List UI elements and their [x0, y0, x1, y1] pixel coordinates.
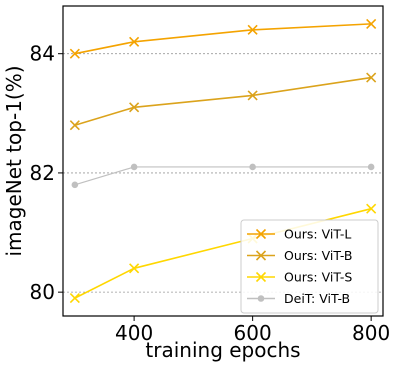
- legend: Ours: ViT-L Ours: ViT-B Ours: ViT-S DeiT: V…: [240, 219, 379, 314]
- data-point-1-0: [69, 120, 80, 131]
- data-point-2-3: [366, 203, 377, 214]
- data-point-3-0: [71, 181, 79, 189]
- legend-label-0: Ours: ViT-L: [284, 227, 351, 242]
- legend-swatch-marker-0: [255, 228, 267, 240]
- legend-label-3: DeiT: ViT-B: [284, 291, 350, 306]
- series-1: [69, 72, 377, 131]
- legend-label-1: Ours: ViT-B: [284, 248, 352, 263]
- y-tick-label-2: 84: [30, 42, 55, 66]
- series-3: [71, 163, 375, 189]
- data-point-0-0: [69, 48, 80, 59]
- axis-ticks: 80 82 84 400 600 800: [30, 42, 391, 345]
- data-point-3-2: [249, 163, 256, 171]
- series-line-0: [74, 23, 372, 55]
- data-point-1-2: [247, 90, 258, 101]
- legend-item-1: Ours: ViT-B: [247, 248, 352, 263]
- series-layer: [69, 18, 377, 304]
- data-point-3-1: [130, 163, 138, 171]
- data-point-0-3: [366, 18, 377, 29]
- legend-swatch-marker-2: [255, 271, 267, 283]
- y-axis-label: imageNet top-1(%): [2, 65, 26, 256]
- legend-swatch-marker-3: [257, 295, 265, 302]
- series-line-3: [74, 166, 372, 186]
- x-tick-label-0: 400: [115, 321, 153, 345]
- plot-frame: [62, 5, 384, 317]
- legend-label-2: Ours: ViT-S: [284, 270, 352, 285]
- series-line-1: [74, 76, 372, 126]
- data-point-0-2: [247, 24, 258, 35]
- data-point-2-0: [69, 293, 80, 304]
- legend-item-2: Ours: ViT-S: [247, 270, 352, 285]
- legend-box: [240, 219, 379, 314]
- y-tick-label-0: 80: [30, 280, 55, 304]
- x-axis-label: training epochs: [145, 338, 300, 362]
- y-tick-label-1: 82: [30, 161, 55, 185]
- legend-item-0: Ours: ViT-L: [247, 227, 351, 242]
- data-point-0-1: [129, 36, 140, 47]
- data-point-1-3: [366, 72, 377, 83]
- data-point-1-1: [129, 102, 140, 113]
- series-0: [69, 18, 377, 59]
- legend-item-3: DeiT: ViT-B: [247, 291, 350, 306]
- data-point-2-1: [129, 263, 140, 274]
- x-tick-label-1: 600: [234, 321, 272, 345]
- data-point-3-3: [367, 163, 375, 171]
- legend-swatch-marker-1: [255, 250, 267, 261]
- x-tick-label-2: 800: [352, 321, 390, 345]
